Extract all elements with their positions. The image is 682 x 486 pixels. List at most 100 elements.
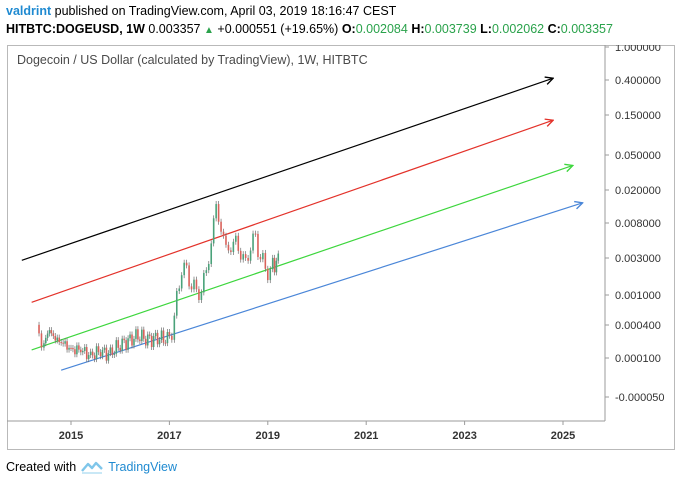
price-candle — [72, 347, 74, 350]
price-candle — [87, 355, 90, 360]
price-candle — [237, 235, 240, 251]
price-candle — [83, 347, 86, 351]
price-candle — [129, 334, 131, 339]
price-candle — [242, 254, 244, 260]
x-tick-label: 2019 — [256, 430, 280, 442]
symbol-label: HITBTC:DOGEUSD, 1W — [6, 22, 145, 36]
price-candle — [115, 340, 118, 354]
y-tick-label: 0.050000 — [615, 150, 661, 162]
price-candle — [193, 279, 195, 290]
price-candle — [262, 252, 264, 260]
green-trendline — [31, 165, 573, 351]
price-candle — [80, 349, 82, 353]
price-candle — [271, 257, 274, 270]
price-candle — [244, 254, 247, 258]
price-candle — [267, 268, 269, 281]
price-candle — [139, 339, 141, 342]
close-value: 0.003357 — [560, 22, 613, 36]
price-candle — [56, 337, 59, 341]
price-candle — [171, 335, 173, 340]
price-candle — [99, 352, 102, 357]
price-candle — [173, 315, 176, 340]
price-candle — [107, 353, 110, 361]
price-candle — [60, 342, 62, 344]
tradingview-brand[interactable]: TradingView — [108, 460, 177, 474]
open-value: 0.002084 — [355, 22, 408, 36]
price-candle — [277, 253, 280, 261]
price-candle — [105, 347, 108, 361]
price-candle — [175, 290, 178, 316]
price-candle — [123, 338, 125, 341]
price-candle — [111, 347, 114, 355]
y-tick-label: 0.001000 — [615, 290, 661, 302]
published-text: published on TradingView.com, April 03, … — [54, 4, 397, 18]
price-candle — [89, 351, 92, 356]
price-candle — [68, 347, 70, 350]
price-candle — [48, 330, 51, 334]
price-candle — [254, 233, 257, 235]
price-candle — [135, 329, 137, 339]
price-candle — [52, 333, 55, 337]
price-chart[interactable]: 1.000000 0.400000 0.150000 0.050000 0.020000… — [7, 45, 675, 450]
y-tick-label: -0.000050 — [615, 392, 665, 404]
price-candle — [133, 338, 135, 346]
price-candle — [74, 349, 76, 355]
price-candle — [247, 257, 249, 261]
price-candle — [50, 330, 53, 334]
price-candle — [146, 334, 149, 346]
y-tick-label: 0.400000 — [615, 75, 661, 87]
publish-line: valdrint published on TradingView.com, A… — [6, 3, 676, 20]
price-candle — [121, 338, 123, 351]
price-candle — [269, 269, 272, 281]
price-candle — [185, 262, 188, 266]
price-candle — [66, 341, 68, 350]
price-candle — [64, 341, 66, 344]
chart-header: valdrint published on TradingView.com, A… — [6, 3, 676, 39]
price-candle — [150, 335, 153, 348]
price-candle — [158, 339, 161, 345]
price-candle — [38, 324, 40, 334]
price-candle — [259, 256, 262, 260]
price-candle — [164, 342, 167, 344]
open-label: O: — [341, 22, 356, 36]
high-label: H: — [411, 22, 425, 36]
price-candle — [264, 252, 267, 269]
price-candle — [117, 340, 120, 348]
price-candle — [275, 260, 278, 273]
price-candle — [235, 235, 237, 242]
price-candle — [78, 345, 80, 350]
x-tick-label: 2025 — [551, 430, 575, 442]
chart-frame[interactable] — [7, 45, 675, 450]
price-candle — [58, 337, 60, 343]
price-candle — [222, 231, 225, 236]
price-candle — [93, 355, 96, 360]
y-tick-label: 0.000100 — [615, 353, 661, 365]
price-candle — [166, 331, 169, 344]
price-candle — [239, 250, 242, 260]
high-value: 0.003739 — [424, 22, 477, 36]
up-arrow-icon: ▲ — [204, 25, 214, 36]
price-candle — [257, 233, 259, 257]
price-candle — [85, 347, 88, 360]
price-candle — [143, 329, 145, 339]
price-candle — [70, 347, 72, 349]
y-tick-label: 0.150000 — [615, 110, 661, 122]
price-candle — [195, 279, 198, 290]
price-candle — [252, 233, 254, 251]
price-candle — [101, 349, 104, 357]
price-candle — [127, 338, 129, 350]
price-candle — [95, 346, 98, 360]
blue-trendline — [60, 203, 583, 371]
price-candle — [82, 350, 84, 353]
price-candle — [62, 342, 64, 344]
y-tick-label: 0.008000 — [615, 218, 661, 230]
author-link[interactable]: valdrint — [6, 4, 52, 18]
price-candle — [156, 332, 159, 345]
price-candle — [97, 346, 100, 353]
price-candle — [249, 250, 252, 261]
price-change: +0.000551 (+19.65%) — [217, 22, 339, 36]
chart-title: Dogecoin / US Dollar (calculated by Trad… — [17, 53, 368, 67]
price-candle — [227, 244, 230, 251]
price-candle — [152, 336, 155, 348]
price-candle — [230, 250, 232, 253]
